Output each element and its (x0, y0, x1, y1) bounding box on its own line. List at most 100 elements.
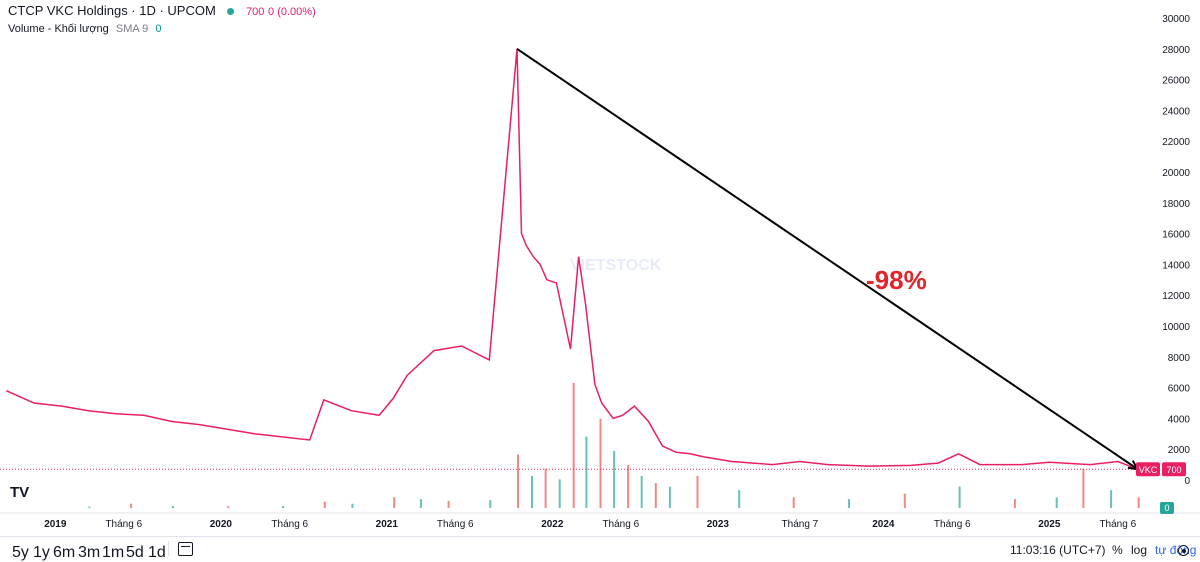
x-tick-label: 2023 (707, 519, 730, 530)
percent-toggle[interactable]: % (1112, 543, 1123, 557)
y-tick-label: 10000 (1162, 322, 1190, 333)
trend-line[interactable] (516, 47, 1139, 471)
volume-bar (654, 483, 657, 508)
range-5y-button[interactable]: 5y (12, 544, 29, 561)
symbol-badge (1136, 462, 1160, 477)
x-axis[interactable]: 2019 Tháng 6 2020 Tháng 6 2021 Tháng 6 2022 Thá… (0, 512, 1200, 530)
x-tick-label: Tháng 6 (271, 519, 308, 530)
x-tick-label: Tháng 7 (782, 519, 819, 530)
decline-annotation: -98% (866, 265, 927, 295)
volume-bar (738, 490, 741, 508)
y-tick-label: 4000 (1168, 414, 1191, 425)
y-tick-label: 22000 (1162, 137, 1190, 148)
volume-bar (227, 506, 230, 508)
chart-legend: CTCP VKC Holdings · 1D · UPCOM 700 0 (0.… (8, 3, 316, 18)
volume-legend: Volume - Khối lượng SMA 9 0 (8, 23, 161, 35)
y-tick-label: 30000 (1162, 14, 1190, 25)
volume-bar (447, 500, 450, 508)
y-tick-label: 24000 (1162, 106, 1190, 117)
volume-bar (627, 465, 630, 508)
y-axis[interactable]: 0 2000 4000 6000 8000 10000 12000 14000 16000 180… (1162, 14, 1190, 487)
volume-bar (668, 486, 671, 508)
sma-label: SMA 9 (115, 23, 149, 35)
toolbar-divider (168, 541, 169, 556)
volume-bar (599, 418, 602, 508)
x-tick-label: 2020 (210, 519, 233, 530)
volume-label[interactable]: Volume - Khối lượng (8, 23, 109, 35)
volume-bar (558, 479, 561, 508)
x-tick-label: Tháng 6 (105, 519, 142, 530)
volume-bar (544, 468, 547, 508)
volume-bar (282, 505, 285, 508)
range-1m-button[interactable]: 1m (102, 544, 125, 561)
volume-bar (171, 505, 174, 508)
volume-bars (88, 383, 1140, 508)
tradingview-logo-icon[interactable]: TV (10, 484, 30, 501)
x-tick-label: 2025 (1038, 519, 1061, 530)
volume-bar (640, 475, 643, 508)
volume-bar (792, 497, 795, 508)
volume-bar (1110, 490, 1113, 508)
x-tick-label: Tháng 6 (602, 519, 639, 530)
gear-icon[interactable] (1178, 545, 1189, 556)
y-tick-label: 0 (1184, 476, 1190, 487)
volume-bar (323, 501, 326, 508)
bottom-toolbar (0, 536, 1200, 562)
y-tick-label: 6000 (1168, 384, 1191, 395)
x-tick-label: Tháng 6 (437, 519, 474, 530)
volume-bar (517, 454, 519, 508)
y-tick-label: 26000 (1162, 76, 1190, 87)
range-3m-button[interactable]: 3m (78, 544, 101, 561)
volume-bar (572, 383, 575, 508)
calendar-icon[interactable] (178, 542, 193, 556)
series-line (5, 48, 1138, 470)
volume-bar (1013, 499, 1016, 508)
volume-bar (1137, 497, 1140, 508)
x-tick-label: Tháng 6 (1099, 519, 1136, 530)
volume-bar (393, 497, 396, 508)
y-tick-label: 28000 (1162, 45, 1190, 56)
x-tick-label: Tháng 6 (934, 519, 971, 530)
volume-badge (1160, 502, 1174, 514)
market-status-icon (227, 7, 235, 15)
x-tick-label: 2024 (872, 519, 895, 530)
log-toggle[interactable]: log (1131, 543, 1148, 557)
range-5d-button[interactable]: 5d (126, 544, 144, 561)
x-tick-label: 2022 (541, 519, 564, 530)
x-tick-label: 2021 (376, 519, 399, 530)
auto-scale-toggle[interactable]: tự động (1155, 543, 1197, 557)
price-badge-label: 700 (1166, 465, 1181, 475)
volume-bar (419, 499, 422, 508)
volume-bar (958, 486, 961, 508)
volume-badge-label: 0 (1164, 503, 1169, 513)
volume-bar (1055, 497, 1058, 508)
symbol-badge-label: VKC (1139, 465, 1158, 475)
y-tick-label: 2000 (1168, 445, 1191, 456)
range-1y-button[interactable]: 1y (33, 544, 50, 561)
volume-bar (130, 503, 133, 508)
volume-bar (585, 436, 588, 508)
volume-bar (351, 503, 354, 508)
range-6m-button[interactable]: 6m (53, 544, 76, 561)
y-tick-label: 12000 (1162, 291, 1190, 302)
symbol-title[interactable]: CTCP VKC Holdings · 1D · UPCOM (8, 3, 216, 18)
y-tick-label: 8000 (1168, 353, 1191, 364)
volume-bar (903, 493, 906, 508)
x-tick-label: 2019 (44, 519, 67, 530)
sma-value: 0 (155, 23, 162, 35)
volume-bar (848, 499, 850, 508)
clock-time: 11:03:16 (UTC+7) (1010, 543, 1106, 557)
y-tick-label: 14000 (1162, 260, 1190, 271)
price-badges: VKC 700 0 (1136, 462, 1186, 514)
y-tick-label: 18000 (1162, 199, 1190, 210)
volume-bar (613, 450, 616, 508)
y-tick-label: 20000 (1162, 168, 1190, 179)
y-tick-label: 16000 (1162, 230, 1190, 241)
range-1d-button[interactable]: 1d (148, 544, 166, 561)
last-price: 700 (246, 6, 265, 18)
price-change: 0 (0.00%) (268, 6, 316, 18)
watermark: VIETSTOCK (570, 257, 662, 274)
volume-bar (489, 500, 492, 508)
volume-bar (531, 475, 533, 508)
